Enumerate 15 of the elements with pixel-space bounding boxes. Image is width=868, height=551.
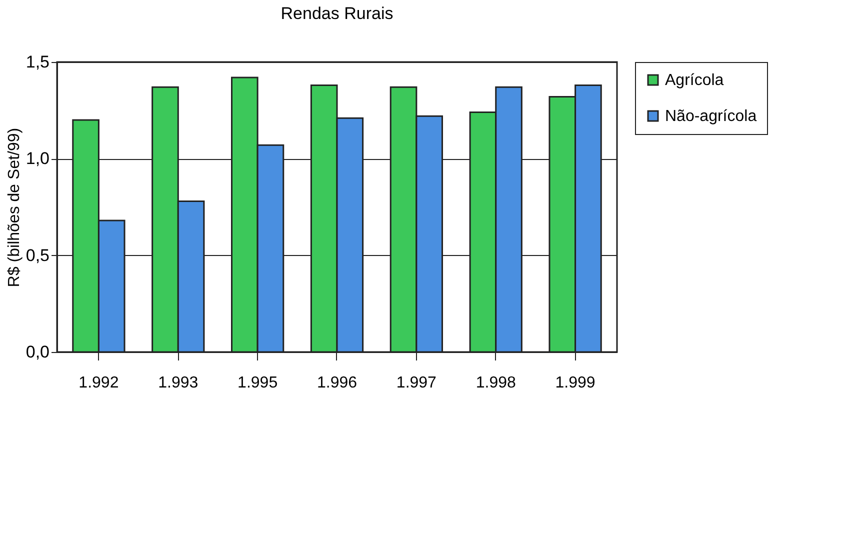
x-tick-label: 1.997 (396, 374, 437, 392)
x-tick-label: 1.992 (78, 374, 119, 392)
x-tick-label: 1.999 (555, 374, 596, 392)
x-tick-label: 1.993 (158, 374, 198, 392)
x-tick-label: 1.995 (238, 374, 278, 392)
legend-label: Agrícola (665, 72, 724, 89)
x-tick-label: 1.996 (316, 374, 358, 392)
chart-title: Rendas Rurais (280, 4, 394, 23)
y-axis-title: R$ (bilhões de Set/99) (6, 128, 23, 288)
y-tick-label: 1,5 (26, 52, 50, 72)
x-tick-label: 1.998 (476, 374, 516, 392)
y-tick-label: 0,0 (26, 342, 50, 362)
y-tick-label: 0,5 (26, 246, 50, 265)
y-tick-label: 1,0 (26, 149, 50, 168)
legend-label: Não-agrícola (665, 108, 757, 125)
